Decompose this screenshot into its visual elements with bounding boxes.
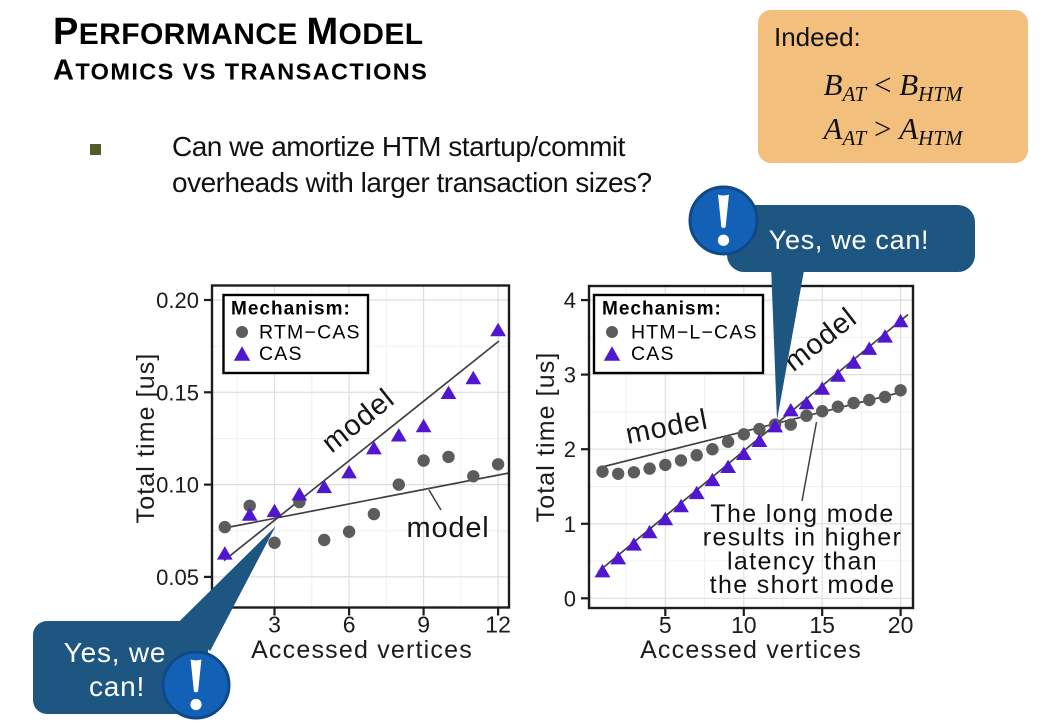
svg-text:0.05: 0.05	[156, 565, 199, 590]
svg-text:Can we amortize HTM startup/co: Can we amortize HTM startup/commit	[172, 131, 626, 162]
svg-text:Indeed:: Indeed:	[774, 22, 861, 52]
svg-text:model: model	[407, 512, 490, 544]
svg-text:20: 20	[888, 612, 914, 638]
svg-text:4: 4	[564, 288, 576, 313]
svg-text:15: 15	[809, 612, 835, 638]
svg-text:latency than: latency than	[727, 547, 878, 575]
svg-text:0.10: 0.10	[156, 473, 199, 498]
svg-text:The long mode: The long mode	[710, 500, 894, 528]
svg-text:5: 5	[659, 612, 672, 638]
svg-text:3: 3	[564, 363, 576, 388]
svg-text:results in higher: results in higher	[703, 524, 902, 552]
svg-text:can!: can!	[89, 671, 145, 702]
svg-text:Mechanism:: Mechanism:	[231, 299, 351, 320]
svg-text:0: 0	[564, 586, 576, 611]
svg-text:Total time [us]: Total time [us]	[132, 353, 160, 524]
svg-text:0.20: 0.20	[156, 288, 199, 313]
svg-text:CAS: CAS	[259, 343, 303, 365]
svg-text:Mechanism:: Mechanism:	[602, 299, 722, 320]
svg-text:overheads with larger transact: overheads with larger transaction sizes?	[172, 167, 652, 198]
svg-text:HTM−L−CAS: HTM−L−CAS	[631, 322, 758, 344]
svg-text:Accessed vertices: Accessed vertices	[640, 636, 862, 664]
svg-text:PERFORMANCE MODEL: PERFORMANCE MODEL	[53, 11, 423, 53]
svg-text:3: 3	[268, 612, 281, 638]
svg-text:6: 6	[343, 612, 356, 638]
svg-text:10: 10	[731, 612, 757, 638]
svg-text:the short mode: the short mode	[710, 571, 896, 599]
svg-text:RTM−CAS: RTM−CAS	[259, 322, 361, 344]
svg-text:9: 9	[417, 612, 430, 638]
svg-text:1: 1	[564, 512, 576, 537]
svg-text:BAT < BHTM: BAT < BHTM	[824, 67, 964, 106]
svg-text:Yes, we: Yes, we	[64, 637, 167, 668]
svg-text:Total time [us]: Total time [us]	[532, 352, 560, 523]
svg-text:CAS: CAS	[631, 343, 675, 365]
svg-text:12: 12	[485, 612, 511, 638]
svg-text:Yes, we can!: Yes, we can!	[769, 225, 930, 255]
svg-text:Accessed vertices: Accessed vertices	[251, 636, 473, 664]
svg-text:0.15: 0.15	[156, 380, 199, 405]
svg-text:ATOMICS VS TRANSACTIONS: ATOMICS VS TRANSACTIONS	[53, 55, 428, 87]
svg-text:2: 2	[564, 437, 576, 462]
